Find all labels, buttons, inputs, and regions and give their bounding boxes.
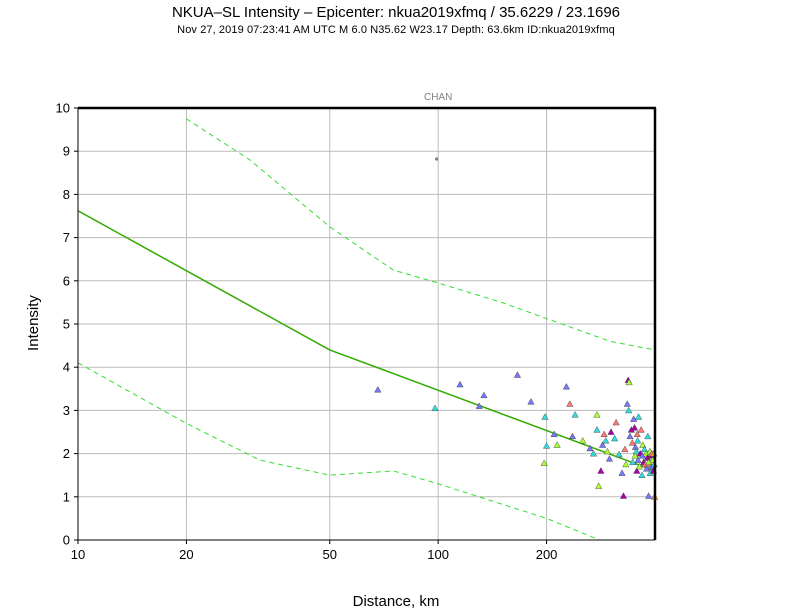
observation-triangle (568, 432, 577, 440)
observation-triangle (527, 398, 535, 405)
chart-subtitle: Nov 27, 2019 07:23:41 AM UTC M 6.0 N35.6… (177, 24, 615, 36)
observation-triangle (550, 430, 558, 437)
observation-triangle (480, 391, 488, 399)
observation-triangle (431, 404, 439, 411)
observation-triangle (586, 444, 594, 452)
observation-triangle (593, 411, 601, 418)
y-tick-label: 8 (63, 187, 70, 202)
observation-triangle (628, 439, 636, 446)
observation-triangle (632, 447, 640, 455)
observation-triangle (607, 428, 615, 435)
y-axis-label: Intensity (25, 295, 42, 351)
observation-triangle (619, 492, 628, 499)
observation-triangle (618, 469, 626, 476)
observation-triangle (621, 445, 629, 453)
y-tick-label: 6 (63, 273, 70, 288)
x-tick-label: 10 (71, 547, 85, 562)
plot-frame (77, 106, 657, 541)
prediction-line (78, 210, 655, 472)
observation-triangle (593, 426, 601, 433)
observation-triangle (571, 411, 579, 418)
observation-triangle (374, 386, 382, 393)
observation-triangle (635, 462, 643, 470)
observation-triangle (625, 406, 633, 414)
tick-labels: 0 1 2 3 4 5 6 7 8 9 10 10 20 50 100 200 (56, 101, 558, 563)
grid-lines (78, 108, 655, 540)
observation-triangle (631, 424, 639, 431)
observation-triangle (566, 400, 574, 407)
observation-triangle (637, 426, 645, 433)
observation-triangle (475, 402, 483, 409)
station-point (434, 157, 439, 161)
observation-triangle (615, 450, 623, 458)
observation-triangle (602, 437, 610, 444)
observation-triangle (589, 449, 598, 457)
lower-bound-line (78, 362, 601, 540)
y-tick-label: 5 (63, 317, 70, 332)
observation-triangle (605, 455, 614, 462)
observation-triangle (623, 400, 631, 407)
observation-triangle (631, 452, 639, 459)
upper-bound-line (186, 118, 655, 351)
observation-triangle (630, 415, 638, 422)
y-tick-label: 10 (56, 101, 70, 116)
observation-triangle (513, 371, 521, 378)
y-tick-label: 3 (63, 403, 70, 418)
observation-triangle (634, 437, 642, 444)
y-tick-label: 4 (63, 360, 70, 375)
observation-triangle (644, 432, 652, 440)
observation-triangle (598, 441, 607, 448)
observation-triangle (625, 378, 633, 386)
observation-triangle (629, 458, 637, 465)
x-tick-label: 20 (179, 547, 193, 562)
observation-triangle (638, 471, 646, 478)
observation-triangle (645, 458, 653, 465)
y-tick-label: 1 (63, 489, 70, 504)
observation-triangle (600, 430, 608, 437)
station-label: CHAN (424, 92, 452, 103)
observation-triangle (553, 441, 561, 448)
observation-triangle (612, 418, 620, 426)
observation-triangle (562, 383, 570, 390)
observation-triangle (456, 380, 464, 388)
y-tick-label: 7 (63, 230, 70, 245)
observation-triangle (634, 413, 643, 420)
y-tick-label: 0 (63, 533, 70, 548)
observation-triangle (595, 482, 603, 489)
observation-triangle (634, 456, 642, 463)
observation-triangle (611, 434, 619, 442)
chart-title: NKUA–SL Intensity – Epicenter: nkua2019x… (171, 4, 621, 21)
observation-triangle (603, 447, 611, 455)
observation-triangle (643, 465, 651, 472)
observation-triangle (579, 437, 587, 444)
observation-triangle (541, 413, 549, 420)
observation-triangle (622, 460, 630, 468)
observation-triangle (633, 430, 641, 437)
series-layer (78, 118, 655, 540)
x-tick-label: 100 (427, 547, 449, 562)
observation-triangle (633, 467, 641, 474)
observation-triangle (626, 432, 634, 440)
y-tick-label: 2 (63, 446, 70, 461)
observation-triangle (540, 459, 548, 466)
x-axis-label: Distance, km (353, 593, 440, 610)
x-tick-label: 50 (323, 547, 337, 562)
observation-triangle (543, 442, 551, 449)
observation-triangle (597, 467, 605, 474)
observation-points (374, 157, 659, 500)
observation-triangle (645, 492, 653, 499)
x-tick-label: 200 (536, 547, 558, 562)
y-tick-label: 9 (63, 144, 70, 159)
